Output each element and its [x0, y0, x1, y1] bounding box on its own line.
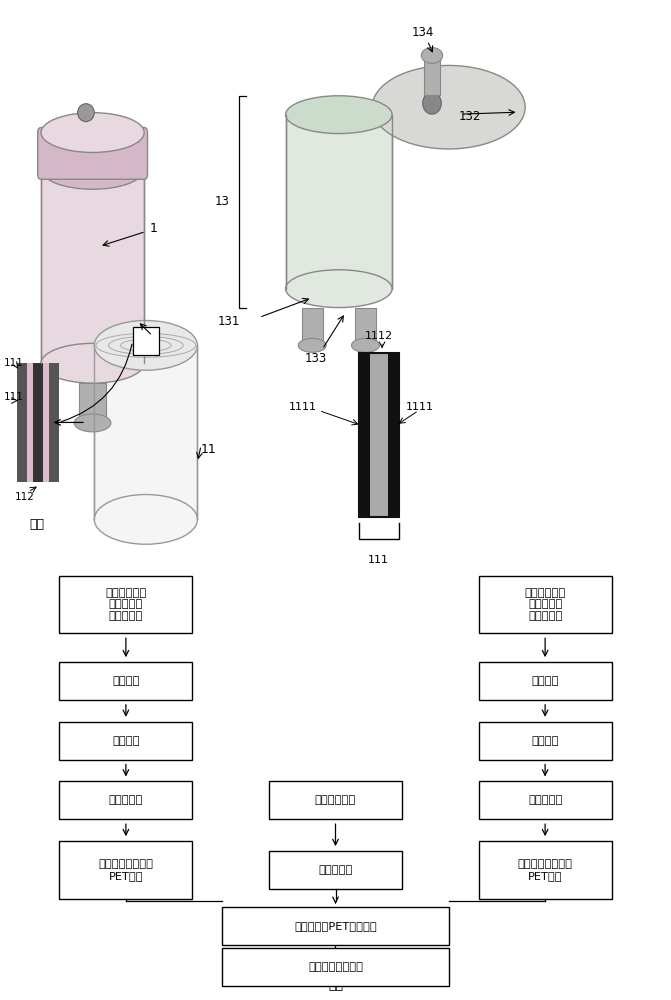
FancyBboxPatch shape [478, 781, 612, 819]
Text: 压延机热压成型复
PET賬膜: 压延机热压成型复 PET賬膜 [517, 859, 572, 881]
Ellipse shape [41, 113, 144, 152]
Text: 132: 132 [458, 110, 481, 123]
Text: 111: 111 [4, 358, 24, 368]
Text: 111: 111 [368, 555, 389, 565]
Ellipse shape [286, 270, 392, 308]
FancyBboxPatch shape [478, 841, 612, 899]
Text: 三层复合，PET賬膜分离: 三层复合，PET賬膜分离 [294, 921, 377, 931]
Text: 11: 11 [201, 443, 217, 456]
Text: 印刷导电胶: 印刷导电胶 [318, 865, 353, 875]
Text: 图一: 图一 [30, 518, 44, 531]
FancyBboxPatch shape [269, 781, 402, 819]
FancyBboxPatch shape [269, 851, 402, 889]
Bar [41, 169, 144, 363]
FancyBboxPatch shape [59, 576, 193, 633]
Ellipse shape [41, 149, 144, 189]
Bar [388, 353, 399, 517]
Ellipse shape [74, 414, 111, 432]
FancyBboxPatch shape [222, 948, 449, 986]
Text: 低温粉碎: 低温粉碎 [531, 736, 559, 746]
FancyBboxPatch shape [59, 781, 193, 819]
Text: 111: 111 [4, 392, 24, 402]
Ellipse shape [372, 65, 525, 149]
FancyBboxPatch shape [478, 662, 612, 700]
Text: 均匀混合: 均匀混合 [112, 676, 140, 686]
FancyBboxPatch shape [478, 722, 612, 760]
Ellipse shape [41, 343, 144, 383]
Text: 粉体活性物质
粉体导电剂
粉体粘结剂: 粉体活性物质 粉体导电剂 粉体粘结剂 [525, 588, 566, 621]
Text: 133: 133 [305, 352, 327, 365]
Text: 冷压压实成品电极: 冷压压实成品电极 [308, 962, 363, 972]
Text: 集流体预处理: 集流体预处理 [315, 795, 356, 805]
Bar [95, 345, 197, 519]
Bar [424, 55, 440, 95]
Bar [17, 363, 27, 482]
Bar [43, 363, 50, 482]
Bar [79, 383, 106, 423]
Text: 131: 131 [218, 315, 240, 328]
Text: 低温粉碎: 低温粉碎 [112, 736, 140, 746]
FancyBboxPatch shape [59, 841, 193, 899]
Ellipse shape [352, 338, 379, 352]
Bar [50, 363, 58, 482]
Bar [359, 353, 370, 517]
Bar [370, 353, 388, 517]
Text: 12: 12 [156, 332, 172, 345]
Bar [286, 115, 392, 289]
Text: 1111: 1111 [289, 402, 317, 412]
Bar [133, 327, 159, 355]
FancyBboxPatch shape [59, 722, 193, 760]
Ellipse shape [421, 48, 443, 63]
Ellipse shape [95, 321, 197, 370]
Text: 压延机热压成型复
PET賬膜: 压延机热压成型复 PET賬膜 [99, 859, 154, 881]
Text: 1: 1 [149, 222, 157, 235]
Text: 13: 13 [215, 195, 229, 208]
Bar [359, 353, 399, 517]
Ellipse shape [423, 92, 442, 114]
Text: 1112: 1112 [365, 331, 393, 341]
Text: 112: 112 [15, 492, 35, 502]
Bar [301, 308, 323, 345]
Ellipse shape [95, 495, 197, 544]
Bar [355, 308, 376, 345]
Ellipse shape [298, 338, 326, 352]
FancyBboxPatch shape [38, 128, 148, 179]
Text: 粉体活性物质
粉体导电剂
粉体粘结剂: 粉体活性物质 粉体导电剂 粉体粘结剂 [105, 588, 146, 621]
Bar [27, 363, 34, 482]
Text: 图二: 图二 [328, 979, 343, 992]
Bar [34, 363, 43, 482]
Ellipse shape [286, 96, 392, 134]
Text: 双较杆挤出: 双较杆挤出 [528, 795, 562, 805]
Text: 均匀混合: 均匀混合 [531, 676, 559, 686]
Ellipse shape [78, 104, 95, 122]
FancyBboxPatch shape [222, 907, 449, 945]
Text: 134: 134 [412, 26, 434, 39]
Text: 双较杆挤出: 双较杆挤出 [109, 795, 143, 805]
FancyBboxPatch shape [478, 576, 612, 633]
Text: 1111: 1111 [405, 402, 433, 412]
FancyBboxPatch shape [59, 662, 193, 700]
